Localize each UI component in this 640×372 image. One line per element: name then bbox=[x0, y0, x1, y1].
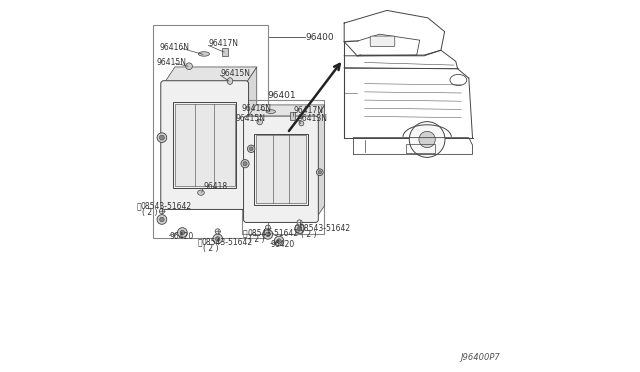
Text: ( 2 ): ( 2 ) bbox=[248, 235, 264, 244]
Circle shape bbox=[297, 220, 302, 225]
Circle shape bbox=[157, 215, 167, 224]
Text: 96417N: 96417N bbox=[293, 106, 323, 115]
Circle shape bbox=[318, 170, 321, 174]
Text: J96400P7: J96400P7 bbox=[461, 353, 500, 362]
Circle shape bbox=[298, 227, 302, 231]
Polygon shape bbox=[164, 67, 257, 84]
Text: 96420: 96420 bbox=[170, 232, 193, 241]
Text: Ⓢ: Ⓢ bbox=[294, 224, 300, 233]
Circle shape bbox=[159, 217, 164, 222]
Circle shape bbox=[159, 209, 164, 214]
Polygon shape bbox=[246, 67, 257, 206]
Text: Ⓢ: Ⓢ bbox=[243, 229, 247, 238]
FancyBboxPatch shape bbox=[244, 116, 318, 222]
Text: 08543-51642: 08543-51642 bbox=[299, 224, 350, 233]
Circle shape bbox=[250, 147, 253, 151]
Circle shape bbox=[248, 145, 255, 153]
Text: 96416N: 96416N bbox=[241, 104, 271, 113]
Text: Ⓢ: Ⓢ bbox=[136, 202, 141, 211]
Text: Ⓢ: Ⓢ bbox=[197, 238, 202, 247]
Text: 96400: 96400 bbox=[306, 33, 335, 42]
Ellipse shape bbox=[257, 119, 262, 125]
Circle shape bbox=[316, 169, 323, 176]
Circle shape bbox=[159, 135, 164, 140]
FancyBboxPatch shape bbox=[161, 81, 248, 209]
Text: 96415N: 96415N bbox=[220, 69, 250, 78]
Text: 96413N: 96413N bbox=[298, 114, 328, 123]
Ellipse shape bbox=[198, 190, 204, 195]
Bar bbox=[175, 104, 235, 186]
Circle shape bbox=[215, 229, 220, 234]
Text: 96417N: 96417N bbox=[209, 39, 239, 48]
Circle shape bbox=[275, 236, 284, 246]
Polygon shape bbox=[246, 105, 324, 119]
Circle shape bbox=[241, 160, 249, 168]
Circle shape bbox=[277, 239, 282, 243]
Bar bbox=[406, 144, 435, 153]
Bar bbox=[290, 112, 294, 120]
Text: ( 2 ): ( 2 ) bbox=[301, 230, 316, 239]
Circle shape bbox=[177, 228, 187, 237]
Text: 96401: 96401 bbox=[267, 92, 296, 100]
Bar bbox=[255, 135, 306, 203]
Text: 96420: 96420 bbox=[271, 240, 295, 249]
Circle shape bbox=[213, 234, 223, 244]
Circle shape bbox=[157, 133, 167, 142]
Text: 96415N: 96415N bbox=[156, 58, 186, 67]
Bar bbox=[242, 100, 324, 234]
Circle shape bbox=[410, 122, 445, 157]
Text: ( 2 ): ( 2 ) bbox=[203, 244, 219, 253]
Text: 96416N: 96416N bbox=[159, 43, 189, 52]
FancyBboxPatch shape bbox=[370, 36, 395, 46]
Text: 08543-51642: 08543-51642 bbox=[141, 202, 192, 211]
Ellipse shape bbox=[266, 110, 276, 113]
Circle shape bbox=[243, 161, 247, 166]
Circle shape bbox=[216, 237, 220, 241]
Polygon shape bbox=[316, 105, 324, 219]
Bar bbox=[222, 48, 228, 56]
Circle shape bbox=[266, 225, 271, 230]
Bar bbox=[254, 134, 308, 205]
Bar bbox=[154, 25, 268, 238]
Text: 96415N: 96415N bbox=[235, 114, 265, 123]
Ellipse shape bbox=[299, 121, 304, 126]
Text: 08543-51642: 08543-51642 bbox=[202, 238, 253, 247]
Text: 08543-51642: 08543-51642 bbox=[247, 229, 298, 238]
Ellipse shape bbox=[186, 63, 193, 70]
Circle shape bbox=[266, 232, 270, 237]
Text: ( 2 ): ( 2 ) bbox=[142, 208, 157, 217]
Circle shape bbox=[180, 230, 184, 235]
Circle shape bbox=[294, 224, 305, 234]
Text: 96418: 96418 bbox=[203, 182, 227, 191]
Ellipse shape bbox=[198, 52, 209, 56]
Circle shape bbox=[419, 131, 435, 148]
Bar bbox=[173, 102, 236, 188]
Ellipse shape bbox=[227, 78, 233, 84]
Circle shape bbox=[263, 230, 273, 239]
